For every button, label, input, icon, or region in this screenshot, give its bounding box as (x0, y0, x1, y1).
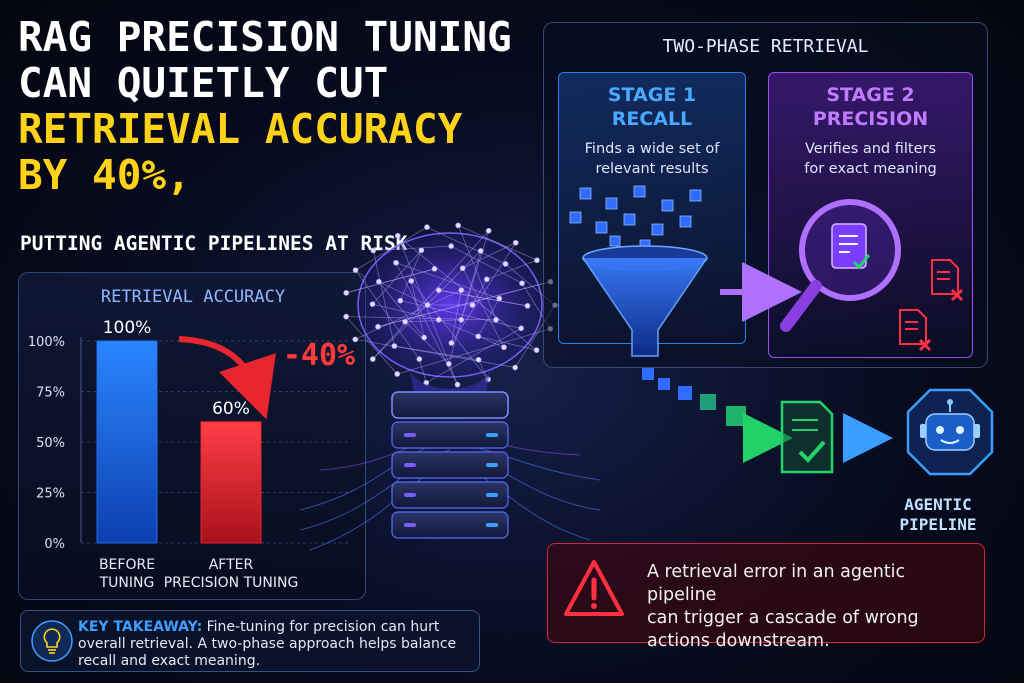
funnel-icon (582, 245, 708, 357)
key-takeaway-box (20, 610, 480, 672)
stage-1-desc-2: relevant results (595, 161, 709, 177)
server-stack-icon (391, 391, 509, 539)
bar-value-label: 60% (212, 399, 250, 419)
warning-line-1: A retrieval error in an agentic pipeline (647, 562, 906, 605)
retrieval-flow-illustration (569, 185, 994, 476)
chart-panel: RETRIEVAL ACCURACY 100% 75% 50% 25% 0% 100% B… (18, 272, 366, 600)
agentic-pipeline-label: AGENTIC PIPELINE (880, 495, 996, 535)
chart-title: RETRIEVAL ACCURACY (100, 287, 286, 307)
decrease-arrow (178, 336, 276, 420)
stage-1-name: RECALL (611, 108, 693, 130)
headline-line-2: CAN QUIETLY CUT (18, 59, 389, 107)
subtitle: PUTTING AGENTIC PIPELINES AT RISK (20, 232, 408, 255)
headline-line-1: RAG PRECISION TUNING (18, 13, 512, 61)
key-takeaway-text: KEY TAKEAWAY: Fine-tuning for precision … (78, 619, 473, 670)
brain-server-illustration (300, 222, 600, 551)
category-label: TUNING (99, 575, 155, 591)
result-cubes (569, 185, 702, 251)
headline-line-4: BY 40%, (18, 151, 191, 199)
y-tick-label: 0% (44, 537, 65, 552)
stage-1-desc-1: Finds a wide set of (584, 141, 720, 157)
stage-2-number: STAGE 2 (826, 84, 915, 106)
warning-text: A retrieval error in an agentic pipeline… (647, 561, 977, 653)
category-label: PRECISION TUNING (164, 575, 299, 591)
bar-value-label: 100% (103, 318, 152, 338)
stage-2-desc-2: for exact meaning (804, 161, 937, 177)
agentic-pipeline-line-1: AGENTIC (904, 495, 972, 514)
agentic-pipeline-line-2: PIPELINE (899, 515, 977, 534)
two-phase-title: TWO-PHASE RETRIEVAL (662, 36, 869, 57)
warning-icon (564, 560, 624, 616)
magnifier-icon (780, 199, 901, 332)
y-tick-label: 50% (36, 436, 65, 451)
stage-2-desc-1: Verifies and filters (804, 141, 937, 157)
decrease-annotation: -40% (283, 338, 355, 373)
stage-1-number: STAGE 1 (607, 84, 697, 106)
warning-line-2: can trigger a cascade of wrong (647, 608, 919, 628)
y-tick-label: 75% (36, 386, 65, 401)
rejected-document-icon (899, 259, 964, 352)
accuracy-bar-chart: 100% 75% 50% 25% 0% 100% BEFORE TUNING 60% AFTER… (28, 318, 355, 591)
stage-2-card: STAGE 2 PRECISION Verifies and filters f… (768, 72, 973, 358)
stage-2-name: PRECISION (812, 108, 929, 130)
category-label: BEFORE (99, 557, 155, 573)
headline-line-3: RETRIEVAL ACCURACY (18, 105, 463, 153)
y-tick-label: 25% (36, 487, 65, 502)
warning-box (547, 543, 985, 643)
bar-2 (200, 421, 262, 544)
bar-1 (96, 340, 158, 544)
y-tick-label: 100% (28, 335, 65, 350)
key-takeaway-label: KEY TAKEAWAY: (78, 619, 203, 635)
key-takeaway-body: Fine-tuning for precision can hurt overa… (78, 619, 457, 669)
warning-line-3: actions downstream. (647, 631, 830, 651)
filtered-cubes (642, 368, 746, 426)
category-label: AFTER (209, 557, 254, 573)
headline: RAG PRECISION TUNING CAN QUIETLY CUT RET… (18, 14, 538, 198)
lightbulb-icon (31, 620, 73, 662)
robot-icon (906, 388, 994, 476)
verified-document-icon (780, 400, 834, 474)
